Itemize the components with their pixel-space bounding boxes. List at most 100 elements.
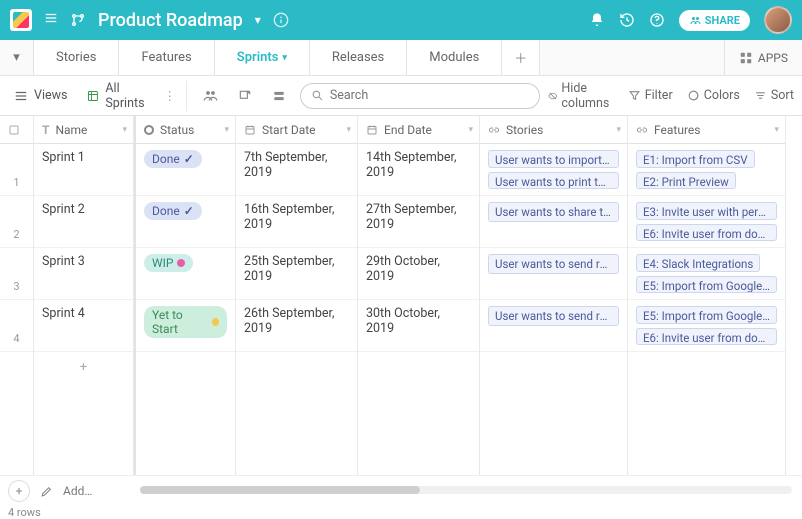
pencil-icon[interactable]	[40, 485, 53, 498]
people-icon[interactable]	[197, 88, 224, 103]
filter-button[interactable]: Filter	[628, 88, 673, 103]
branch-icon[interactable]	[70, 12, 86, 28]
feature-tag[interactable]: E6: Invite user from domain	[636, 224, 777, 242]
tab-features[interactable]: Features	[119, 40, 214, 75]
hide-columns-button[interactable]: Hide columns	[548, 81, 614, 111]
col-start-date: Start Date▾ 7th September, 201916th Sept…	[236, 116, 358, 475]
story-tag[interactable]: User wants to share the st…	[488, 202, 619, 222]
tab-releases[interactable]: Releases	[310, 40, 407, 75]
col-header-name[interactable]: T Name ▾	[34, 116, 133, 144]
status-icon	[144, 125, 154, 135]
col-header-stories[interactable]: Stories▾	[480, 116, 627, 144]
cell-start-date[interactable]: 16th September, 2019	[236, 196, 357, 248]
page-title[interactable]: Product Roadmap	[98, 10, 243, 31]
search-field[interactable]	[330, 88, 529, 103]
cell-status[interactable]: Yet to Start	[136, 300, 235, 352]
col-stories: Stories▾ User wants to import a spr…User…	[480, 116, 628, 475]
feature-tag[interactable]: E3: Invite user with permissi…	[636, 202, 777, 220]
card-view-icon[interactable]	[266, 89, 292, 103]
story-tag[interactable]: User wants to send remin…	[488, 254, 619, 274]
cell-features[interactable]: E4: Slack Integrations E5: Import from Go…	[628, 248, 785, 300]
tab-sprints[interactable]: Sprints▾	[215, 40, 310, 75]
cell-status[interactable]: Done ✓	[136, 144, 235, 196]
apps-button[interactable]: APPS	[724, 40, 802, 75]
row-index[interactable]: 2	[0, 196, 33, 248]
current-view-label: All Sprints	[105, 81, 153, 111]
story-tag[interactable]: User wants to print the lay…	[488, 172, 619, 190]
current-view-button[interactable]: All Sprints ⋮	[81, 81, 186, 111]
chevron-down-icon[interactable]: ▾	[255, 13, 261, 27]
feature-tag[interactable]: E5: Import from Google She…	[636, 276, 777, 294]
footer: + Add…	[0, 476, 802, 506]
row-index[interactable]: 3	[0, 248, 33, 300]
tabs-expand-icon[interactable]: ▾	[0, 40, 34, 75]
feature-tag[interactable]: E4: Slack Integrations	[636, 254, 760, 272]
views-button[interactable]: Views	[8, 88, 73, 103]
cell-name[interactable]: Sprint 2	[34, 196, 133, 248]
app-logo[interactable]	[10, 9, 32, 31]
cell-stories[interactable]: User wants to import a spr… User wants to…	[480, 144, 627, 196]
cell-status[interactable]: Done ✓	[136, 196, 235, 248]
help-icon[interactable]	[649, 12, 665, 28]
search-input[interactable]	[300, 83, 540, 109]
cell-features[interactable]: E5: Import from Google She… E6: Invite us…	[628, 300, 785, 352]
cell-name[interactable]: Sprint 3	[34, 248, 133, 300]
export-icon[interactable]	[232, 89, 258, 103]
status-pill: WIP	[144, 254, 193, 272]
cell-start-date[interactable]: 26th September, 2019	[236, 300, 357, 352]
feature-tag[interactable]: E6: Invite user from domain	[636, 328, 777, 346]
horizontal-scrollbar[interactable]	[140, 486, 792, 494]
col-end-date: End Date▾ 14th September, 201927th Septe…	[358, 116, 480, 475]
cell-stories[interactable]: User wants to share the st…	[480, 196, 627, 248]
cell-status[interactable]: WIP	[136, 248, 235, 300]
feature-tag[interactable]: E2: Print Preview	[636, 172, 736, 190]
colors-button[interactable]: Colors	[687, 88, 740, 103]
cell-stories[interactable]: User wants to send remin…	[480, 300, 627, 352]
story-tag[interactable]: User wants to send remin…	[488, 306, 619, 326]
bell-icon[interactable]	[589, 12, 605, 28]
data-grid: 1234 T Name ▾ Sprint 1Sprint 2Sprint 3Sp…	[0, 116, 802, 476]
col-header-checkbox[interactable]	[0, 116, 33, 144]
col-header-start[interactable]: Start Date▾	[236, 116, 357, 144]
avatar[interactable]	[764, 6, 792, 34]
tab-modules[interactable]: Modules	[407, 40, 502, 75]
link-icon	[488, 124, 500, 136]
tab-stories[interactable]: Stories	[34, 40, 119, 75]
col-header-features[interactable]: Features▾	[628, 116, 785, 144]
history-icon[interactable]	[619, 12, 635, 28]
add-label[interactable]: Add…	[63, 484, 92, 498]
cell-stories[interactable]: User wants to send remin…	[480, 248, 627, 300]
sort-button[interactable]: Sort	[754, 88, 794, 103]
row-index[interactable]: 4	[0, 300, 33, 352]
col-name: T Name ▾ Sprint 1Sprint 2Sprint 3Sprint …	[34, 116, 134, 475]
share-button[interactable]: SHARE	[679, 10, 750, 31]
topbar: Product Roadmap ▾ SHARE	[0, 0, 802, 40]
add-row-button[interactable]: +	[34, 352, 133, 382]
row-index[interactable]: 1	[0, 144, 33, 196]
info-icon[interactable]	[273, 12, 289, 28]
cell-features[interactable]: E1: Import from CSV E2: Print Preview	[628, 144, 785, 196]
col-features: Features▾ E1: Import from CSV E2: Print P…	[628, 116, 786, 475]
toolbar: Views All Sprints ⋮ Hide columns Filter …	[0, 76, 802, 116]
cell-features[interactable]: E3: Invite user with permissi… E6: Invite…	[628, 196, 785, 248]
story-tag[interactable]: User wants to import a spr…	[488, 150, 619, 168]
cell-end-date[interactable]: 30th October, 2019	[358, 300, 479, 352]
add-tab-button[interactable]: ＋	[502, 40, 540, 75]
row-count: 4 rows	[0, 506, 802, 519]
cell-end-date[interactable]: 27th September, 2019	[358, 196, 479, 248]
cell-start-date[interactable]: 7th September, 2019	[236, 144, 357, 196]
cell-end-date[interactable]: 29th October, 2019	[358, 248, 479, 300]
col-header-status[interactable]: Status▾	[136, 116, 235, 144]
cell-name[interactable]: Sprint 1	[34, 144, 133, 196]
tabs-row: ▾ StoriesFeaturesSprints▾ReleasesModules…	[0, 40, 802, 76]
hamburger-icon[interactable]	[44, 11, 58, 29]
add-row-circle-button[interactable]: +	[8, 480, 30, 502]
feature-tag[interactable]: E1: Import from CSV	[636, 150, 755, 168]
share-label: SHARE	[705, 14, 740, 27]
cell-start-date[interactable]: 25th September, 2019	[236, 248, 357, 300]
col-header-end[interactable]: End Date▾	[358, 116, 479, 144]
feature-tag[interactable]: E5: Import from Google She…	[636, 306, 777, 324]
cell-name[interactable]: Sprint 4	[34, 300, 133, 352]
link-icon	[636, 124, 648, 136]
cell-end-date[interactable]: 14th September, 2019	[358, 144, 479, 196]
